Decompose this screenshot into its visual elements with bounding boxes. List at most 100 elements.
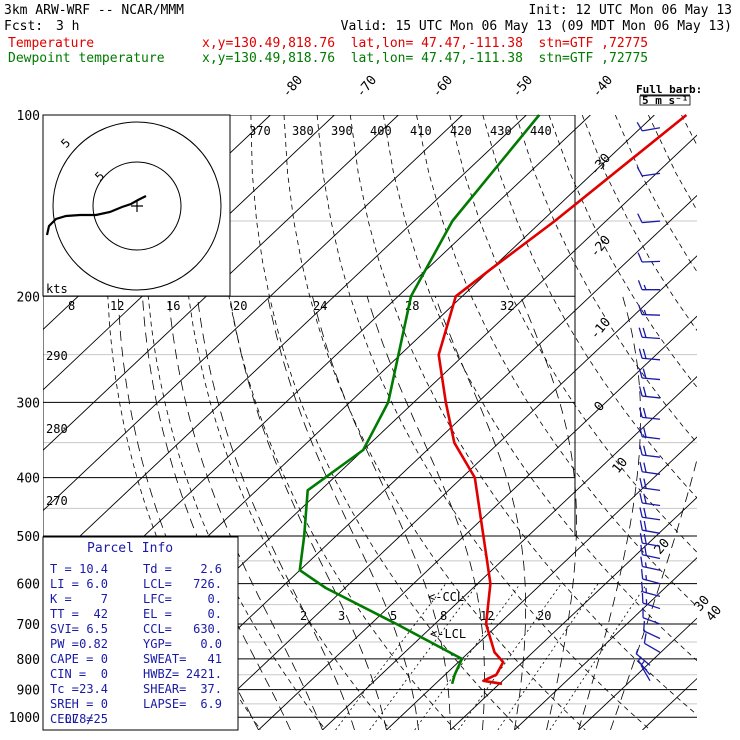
pressure-tick-label: 200: [17, 290, 40, 305]
moist-adiabat: [610, 457, 697, 730]
pressure-tick-label: 800: [17, 653, 40, 668]
barb-staff: [643, 630, 661, 640]
barb-flag: [639, 445, 643, 456]
barb-staff: [642, 578, 661, 585]
pressure-tick-label: 100: [17, 109, 40, 124]
parcel-info-cell: LI =: [50, 577, 79, 591]
wind-barb: [638, 304, 661, 316]
barb-flag: [638, 407, 643, 418]
theta-label: 390: [331, 124, 353, 138]
wind-barb: [638, 327, 661, 340]
isotherm: [43, 115, 463, 512]
barb-flag: [639, 426, 643, 437]
barb-staff: [642, 565, 661, 571]
dry-adiabat: [648, 115, 697, 212]
barb-flag: [639, 533, 643, 544]
parcel-info-cell: 0: [101, 667, 108, 681]
dry-adiabat: [316, 115, 651, 730]
barb-flag: [643, 427, 647, 438]
wind-barb: [639, 507, 661, 521]
temperature-legend-label: Temperature: [8, 36, 95, 51]
parcel-info-cell: 37.: [200, 682, 222, 696]
valid-time: Valid: 15 UTC Mon 06 May 13 (09 MDT Mon …: [340, 19, 732, 34]
theta-label: 400: [370, 124, 392, 138]
parcel-info-cell: 0.0: [200, 637, 222, 651]
pressure-tick-label: 900: [17, 684, 40, 699]
barb-flag: [642, 327, 647, 338]
sounding-profiles: [298, 113, 688, 686]
storm-motion-marker: [131, 200, 143, 212]
barb-flag: [640, 544, 644, 555]
parcel-info-cell: 23.4: [79, 682, 108, 696]
wind-barb: [639, 477, 661, 491]
barb-flag: [643, 493, 647, 504]
dry-adiabat: [515, 115, 697, 444]
barb-flag: [640, 556, 644, 567]
isotherm-label: -50: [510, 73, 537, 101]
barb-flag: [642, 386, 647, 397]
barb-flag: [643, 507, 647, 518]
forecast-label: Fcst:: [4, 19, 44, 34]
isotherm: [322, 376, 697, 730]
barb-flag: [642, 348, 647, 359]
wind-barb: [639, 520, 661, 534]
wind-ring-label: 12: [110, 299, 124, 313]
dry-adiabat: [250, 115, 521, 730]
wind-barb: [639, 533, 661, 547]
temperature-location: x,y=130.49,818.76 lat,lon= 47.47,-111.38…: [202, 36, 649, 51]
barb-flag: [643, 284, 647, 290]
dry-adiabat: [614, 115, 697, 273]
left-theta-label: 290: [46, 349, 68, 363]
parcel-info-cell: CELL =: [50, 712, 93, 726]
pressure-tick-label: 1000: [9, 711, 40, 726]
wind-barb: [637, 656, 651, 676]
barb-staff: [641, 336, 661, 340]
theta-label: 420: [450, 124, 472, 138]
barb-flag: [640, 660, 645, 666]
wind-barb: [643, 633, 661, 653]
mixing-ratio-line: [414, 583, 521, 730]
wind-barb: [638, 386, 661, 399]
wind-barb: [639, 461, 661, 475]
barb-staff: [642, 591, 661, 598]
wind-barb: [638, 348, 661, 361]
lcl-marker: <-LCL: [430, 627, 466, 641]
parcel-info-cell: 2.6: [200, 562, 222, 576]
barb-staff: [642, 454, 661, 458]
moist-adiabat: [197, 296, 355, 730]
dry-adiabat: [581, 115, 697, 331]
wind-barb: [640, 568, 661, 585]
parcel-info-cell: 6.9: [200, 697, 222, 711]
moist-adiabat: [168, 296, 323, 730]
mixing-ratio-line: [458, 583, 562, 730]
dewpoint-profile: [298, 114, 541, 685]
barb-flag: [638, 386, 643, 397]
parcel-info-cell: 6.5: [86, 622, 108, 636]
isotherm: [514, 557, 697, 730]
barb-staff: [642, 516, 661, 521]
parcel-info-cell: 6.0: [86, 577, 108, 591]
barb-staff: [642, 377, 661, 381]
pressure-tick-label: 500: [17, 530, 40, 545]
parcel-info-cell: LFC=: [143, 592, 172, 606]
pressure-tick-label: 700: [17, 618, 40, 633]
model-title: 3km ARW-WRF -- NCAR/MMM: [4, 3, 185, 18]
barb-staff: [637, 660, 651, 676]
barb-staff: [642, 487, 661, 491]
barb-flag: [643, 633, 647, 644]
wind-ring-label: 20: [233, 299, 247, 313]
isotherm-label: 10: [610, 455, 632, 477]
wind-ring-label: 24: [313, 299, 327, 313]
parcel-info-cell: 41: [208, 652, 222, 666]
barb-flag: [636, 121, 643, 132]
ccl-marker: <-CCL: [428, 590, 464, 604]
barb-flag: [639, 477, 643, 488]
mixing-ratio-labels: 2 3 5 8 12 20: [300, 609, 551, 623]
barb-staff: [642, 220, 661, 224]
barb-flag: [643, 620, 646, 631]
hodograph-unit: kts: [46, 282, 68, 296]
isotherm-label: -60: [430, 73, 457, 101]
wind-ring-label: 32: [500, 299, 514, 313]
wind-barb: [637, 280, 660, 291]
barb-staff: [642, 127, 661, 132]
